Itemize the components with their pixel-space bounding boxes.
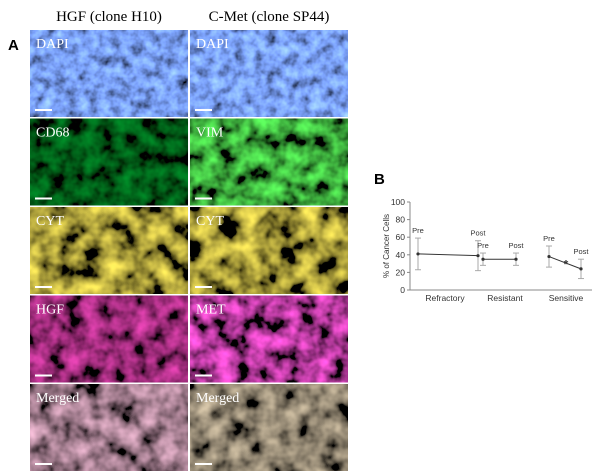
- point-label: Pre: [543, 234, 555, 243]
- point: [514, 257, 518, 261]
- micrograph: [30, 384, 188, 471]
- panel-label: CD68: [36, 126, 69, 141]
- panel-label: CYT: [36, 214, 64, 229]
- point-label: Pre: [477, 241, 489, 250]
- panel-label: MET: [196, 303, 226, 318]
- panel-label: Merged: [36, 391, 79, 406]
- point: [547, 254, 551, 259]
- annotation: *: [564, 258, 569, 272]
- point-label: Post: [470, 229, 486, 238]
- micrograph: [30, 118, 188, 206]
- connector: [417, 253, 479, 257]
- micrograph: [30, 295, 188, 383]
- panel-label: Merged: [196, 391, 239, 406]
- y-tick-label: 0: [400, 285, 405, 295]
- micrograph: [30, 207, 188, 294]
- micrograph: [190, 207, 348, 294]
- micrograph: [190, 384, 348, 471]
- y-axis-label: % of Cancer Cells: [382, 214, 391, 278]
- point-label: Pre: [412, 226, 424, 235]
- y-tick-label: 60: [396, 232, 406, 242]
- micrograph: [30, 30, 188, 117]
- y-tick-label: 100: [391, 197, 405, 207]
- y-tick-label: 20: [396, 267, 406, 277]
- point: [579, 267, 583, 271]
- panel-label: B: [374, 171, 385, 188]
- panel-label: DAPI: [36, 37, 69, 52]
- panel-label: VIM: [196, 126, 224, 141]
- point: [476, 254, 480, 258]
- x-tick-label: Resistant: [487, 293, 523, 303]
- point: [416, 252, 420, 256]
- column-header: HGF (clone H10): [56, 9, 162, 25]
- point-label: Post: [573, 247, 589, 256]
- panel-label: DAPI: [196, 37, 229, 52]
- y-tick-label: 80: [396, 215, 406, 225]
- micrograph: [190, 118, 348, 206]
- panel-label: HGF: [36, 303, 64, 318]
- y-tick-label: 40: [396, 250, 406, 260]
- micrograph: [190, 295, 348, 383]
- x-tick-label: Sensitive: [549, 293, 584, 303]
- point-label: Post: [508, 241, 524, 250]
- connector: [548, 256, 582, 270]
- panel-label: CYT: [196, 214, 224, 229]
- column-header: C-Met (clone SP44): [209, 9, 330, 25]
- panel-label: A: [8, 37, 19, 54]
- point: [481, 257, 485, 261]
- micrograph: [190, 30, 348, 117]
- x-tick-label: Refractory: [425, 293, 465, 303]
